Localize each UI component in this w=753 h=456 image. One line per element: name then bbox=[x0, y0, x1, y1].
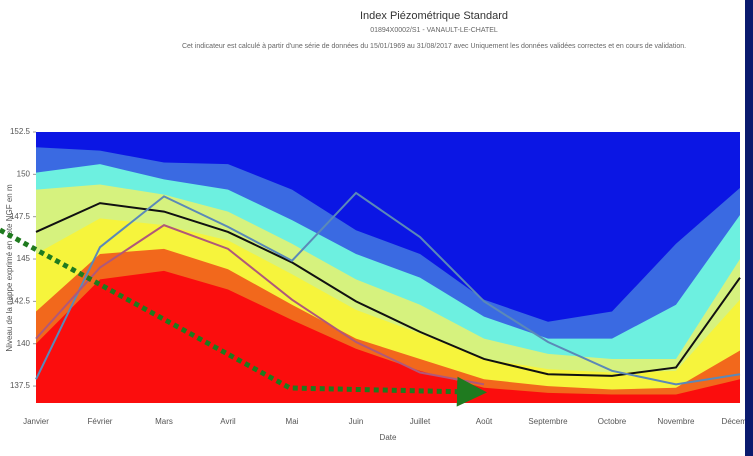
plot: 137.5 140 142.5 145 147.5 150 152.5 Janvier Févr… bbox=[10, 127, 753, 426]
line bbox=[35, 224, 485, 386]
x-tick-label: Septembre bbox=[528, 417, 568, 426]
y-tick-label: 137.5 bbox=[10, 381, 31, 390]
y-axis-label: Niveau de la nappe exprimé en cote NGF e… bbox=[5, 184, 14, 352]
line bbox=[35, 191, 741, 386]
y-tick-label: 142.5 bbox=[10, 296, 31, 305]
x-tick-label: Mai bbox=[286, 417, 299, 426]
x-tick-label: Août bbox=[476, 417, 493, 426]
annotation-arrow bbox=[0, 227, 487, 407]
x-tick-label: Juillet bbox=[410, 417, 431, 426]
x-tick-label: Juin bbox=[349, 417, 364, 426]
x-tick-label: Avril bbox=[220, 417, 236, 426]
y-tick-label: 152.5 bbox=[10, 127, 31, 136]
x-tick-label: Octobre bbox=[598, 417, 627, 426]
chart-note: Cet indicateur est calculé à partir d'un… bbox=[182, 43, 686, 50]
x-axis-label: Date bbox=[380, 433, 397, 442]
y-tick-label: 140 bbox=[17, 339, 31, 348]
line bbox=[35, 202, 741, 377]
chart-subtitle: 01894X0002/S1 - VANAULT-LE-CHATEL bbox=[370, 27, 498, 34]
frame-edge bbox=[745, 0, 753, 456]
x-tick-label: Février bbox=[88, 417, 113, 426]
y-tick-label: 145 bbox=[17, 254, 31, 263]
y-tick-label: 150 bbox=[17, 169, 31, 178]
y-tick-label: 147.5 bbox=[10, 212, 31, 221]
band bbox=[36, 270, 740, 403]
x-tick-label: Novembre bbox=[658, 417, 695, 426]
x-tick-label: Janvier bbox=[23, 417, 49, 426]
x-tick-label: Mars bbox=[155, 417, 173, 426]
chart-title: Index Piézométrique Standard bbox=[360, 10, 508, 22]
x-tick-label: Décembre bbox=[722, 417, 753, 426]
